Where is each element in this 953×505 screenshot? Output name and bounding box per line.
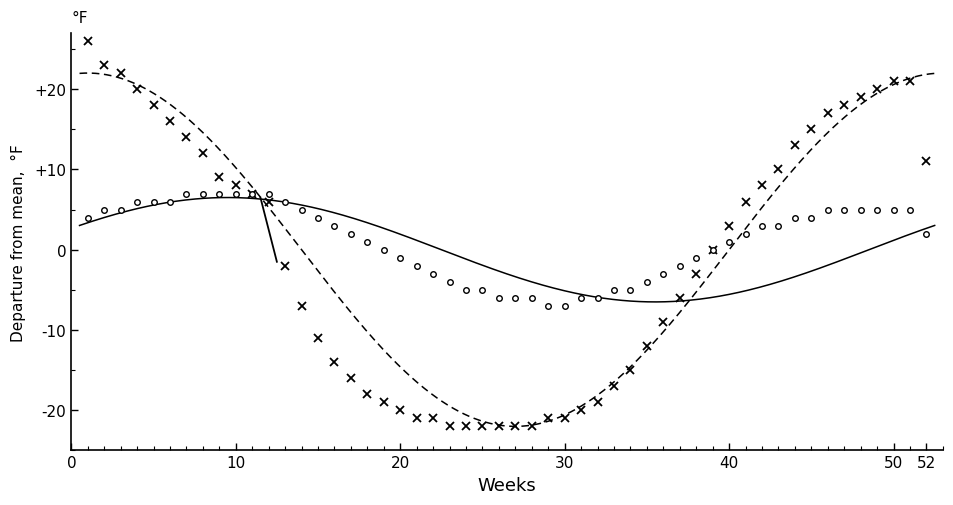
Text: °F: °F [71,11,88,25]
Y-axis label: Departure from mean,  °F: Departure from mean, °F [11,143,26,341]
X-axis label: Weeks: Weeks [477,476,536,494]
